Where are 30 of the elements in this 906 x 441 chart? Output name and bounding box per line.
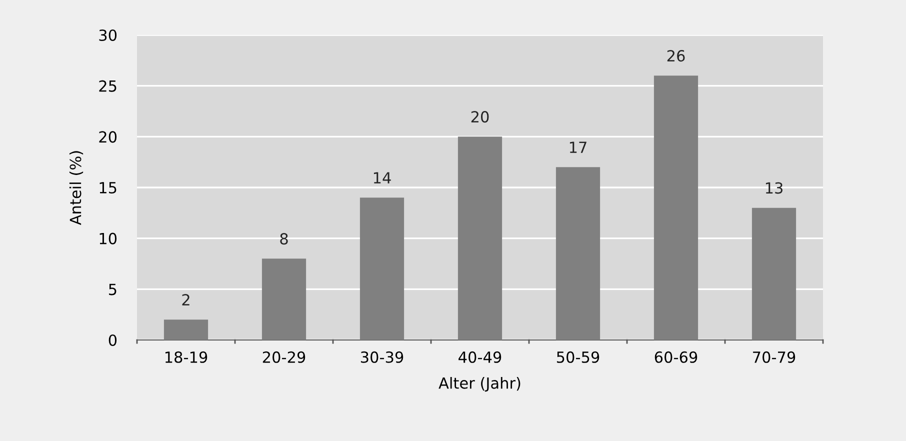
bar: [458, 136, 502, 340]
x-axis-title: Alter (Jahr): [438, 377, 520, 392]
x-tick-label: 60-69: [654, 351, 698, 363]
y-tick-label: 10: [100, 232, 117, 244]
y-tick-label: 5: [109, 284, 116, 296]
data-label: 17: [570, 142, 586, 153]
x-tick-label: 30-39: [360, 351, 404, 363]
bar: [262, 258, 306, 340]
data-label: 8: [280, 233, 288, 245]
bar: [360, 198, 404, 340]
y-tick-label: 0: [108, 334, 117, 346]
y-tick-label: 20: [99, 131, 117, 143]
data-label: 26: [667, 50, 685, 62]
bar: [752, 208, 796, 340]
data-label: 14: [374, 172, 391, 184]
bar: [556, 167, 600, 340]
x-tick-label: 50-59: [556, 351, 600, 363]
x-tick-label: 20-29: [262, 351, 306, 363]
data-label: 13: [766, 182, 782, 194]
x-tick-label: 18-19: [165, 351, 208, 363]
bar: [654, 76, 698, 340]
y-tick-label: 25: [99, 80, 116, 92]
y-tick-label: 15: [100, 182, 116, 194]
data-label: 20: [471, 111, 489, 123]
bar: [164, 320, 208, 340]
data-label: 2: [182, 294, 190, 306]
x-tick-label: 70-79: [753, 351, 796, 363]
x-tick-label: 40-49: [458, 351, 502, 363]
y-tick-label: 30: [99, 29, 117, 42]
y-axis-title: Anteil (%): [69, 151, 84, 226]
